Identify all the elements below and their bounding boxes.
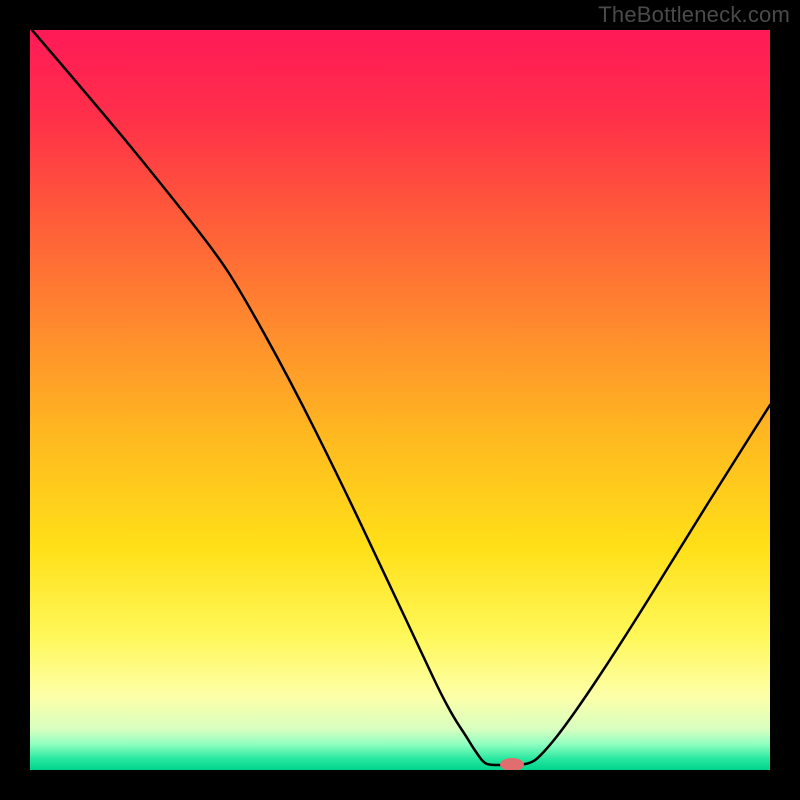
chart-frame: TheBottleneck.com <box>0 0 800 800</box>
plot-area <box>30 30 770 770</box>
gradient-background <box>30 30 770 770</box>
attribution-text: TheBottleneck.com <box>598 2 790 28</box>
bottleneck-chart <box>30 30 770 770</box>
